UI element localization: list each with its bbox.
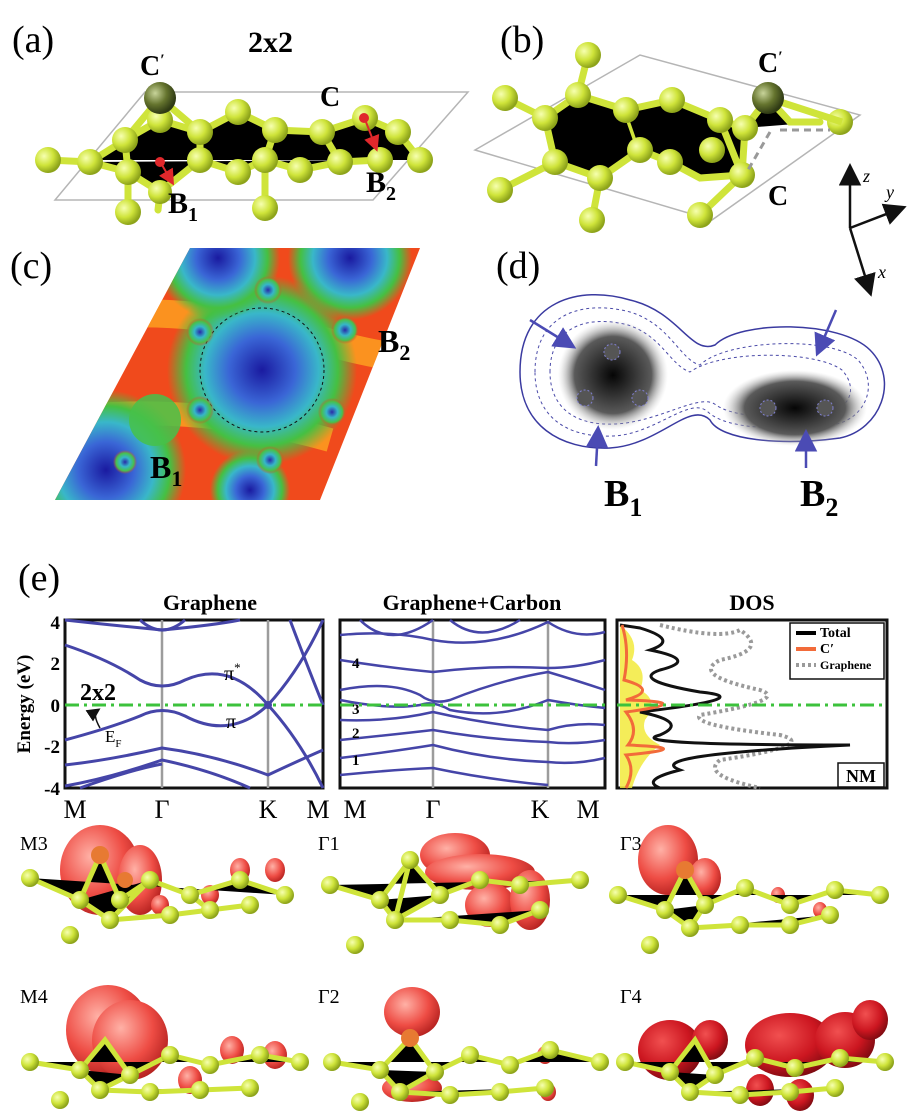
kpoint-label: K [531, 795, 550, 824]
panel-e-letter: (e) [18, 557, 60, 599]
orbital-g2: Γ2 [318, 986, 609, 1111]
label-b1-d: B1 [604, 473, 642, 522]
panel-a-letter: (a) [12, 19, 54, 61]
site-b1-dot [155, 157, 165, 167]
axis-triad [850, 168, 902, 292]
dos-title: DOS [729, 590, 774, 615]
graphene-cell-label: 2x2 [80, 680, 116, 706]
panel-b: (b) C′ C [475, 19, 860, 233]
label-c-b: C [768, 181, 788, 212]
site-b2-dot [359, 113, 369, 123]
energy-ticks: 4 2 0 -2 -4 [44, 613, 60, 800]
label-c-prime: C′ [140, 51, 165, 82]
band-index-labels: 4 3 2 1 [352, 656, 360, 769]
band-label-2: 2 [352, 726, 360, 742]
elf-map [5, 196, 462, 550]
energy-tick-label: -4 [44, 779, 60, 800]
kpoint-label: K [259, 795, 278, 824]
kpoint-label: M [306, 795, 329, 824]
cell-size-label: 2x2 [248, 26, 293, 59]
dos-legend-label: Total [820, 626, 851, 641]
energy-tick-label: 4 [51, 613, 61, 634]
pi-label: π [226, 711, 236, 733]
orbital-label-m4: M4 [20, 986, 48, 1008]
orbital-label-g3: Γ3 [620, 833, 642, 855]
label-b2-d: B2 [800, 473, 838, 522]
panel-a: (a) 2x2 C′ C B1 B2 [12, 19, 468, 226]
graphene-atoms [35, 99, 433, 225]
energy-axis-label: Energy (eV) [14, 655, 35, 754]
adatom-c-prime-b [752, 82, 784, 114]
axis-y-label: y [884, 182, 894, 202]
energy-tick-label: 2 [51, 654, 61, 675]
energy-tick-label: 0 [51, 696, 61, 717]
label-b1: B1 [168, 187, 198, 226]
label-b2: B2 [366, 166, 396, 205]
bands-graphene: Graphene Energy (eV) 420-2-4 2x2 π* π EF… [14, 590, 330, 824]
kpoint-label: M [576, 795, 599, 824]
orbital-m3: M3 [20, 825, 294, 944]
ef-arrow [95, 710, 100, 728]
label-c-prime-b: C′ [758, 48, 783, 79]
orbital-label-m3: M3 [20, 833, 48, 855]
kpoint-label: M [63, 795, 86, 824]
bands-carbon-title: Graphene+Carbon [383, 590, 562, 615]
bands-graphene-title: Graphene [163, 590, 257, 615]
orbital-g3: Γ3 [609, 825, 889, 954]
panel-d: (d) B1 B2 [496, 245, 884, 522]
axis-x-label: x [877, 262, 886, 282]
band-label-1: 1 [352, 753, 360, 769]
orbital-label-g1: Γ1 [318, 833, 340, 855]
dos-legend-label: Graphene [820, 658, 872, 672]
kpoint-label: M [343, 795, 366, 824]
band-label-4: 4 [352, 656, 360, 672]
adatom-c-prime [144, 82, 176, 114]
panel-d-letter: (d) [496, 245, 540, 287]
dos-legend-label: C′ [820, 642, 834, 657]
label-c: C [320, 82, 340, 113]
orbital-m4: M4 [20, 985, 309, 1109]
orbital-grid: M3 Γ1 [20, 825, 894, 1111]
panel-c: (c) B2 B1 [5, 196, 462, 550]
orbital-label-g4: Γ4 [620, 986, 642, 1008]
orbital-g1: Γ1 [318, 833, 589, 954]
carbon-band-lines [340, 620, 605, 785]
dos-tag: NM [846, 766, 876, 786]
axis-z-label: z [862, 166, 870, 186]
band-label-3: 3 [352, 702, 360, 718]
kpoint-label: Γ [154, 795, 169, 824]
label-b2-c: B2 [378, 323, 410, 365]
orbital-g4: Γ4 [616, 986, 894, 1111]
kpoint-label: Γ [425, 795, 440, 824]
panel-b-letter: (b) [500, 19, 544, 61]
panel-c-letter: (c) [10, 245, 52, 287]
energy-tick-label: -2 [44, 737, 60, 758]
ef-label: EF [105, 727, 122, 750]
orbital-label-g2: Γ2 [318, 986, 340, 1008]
